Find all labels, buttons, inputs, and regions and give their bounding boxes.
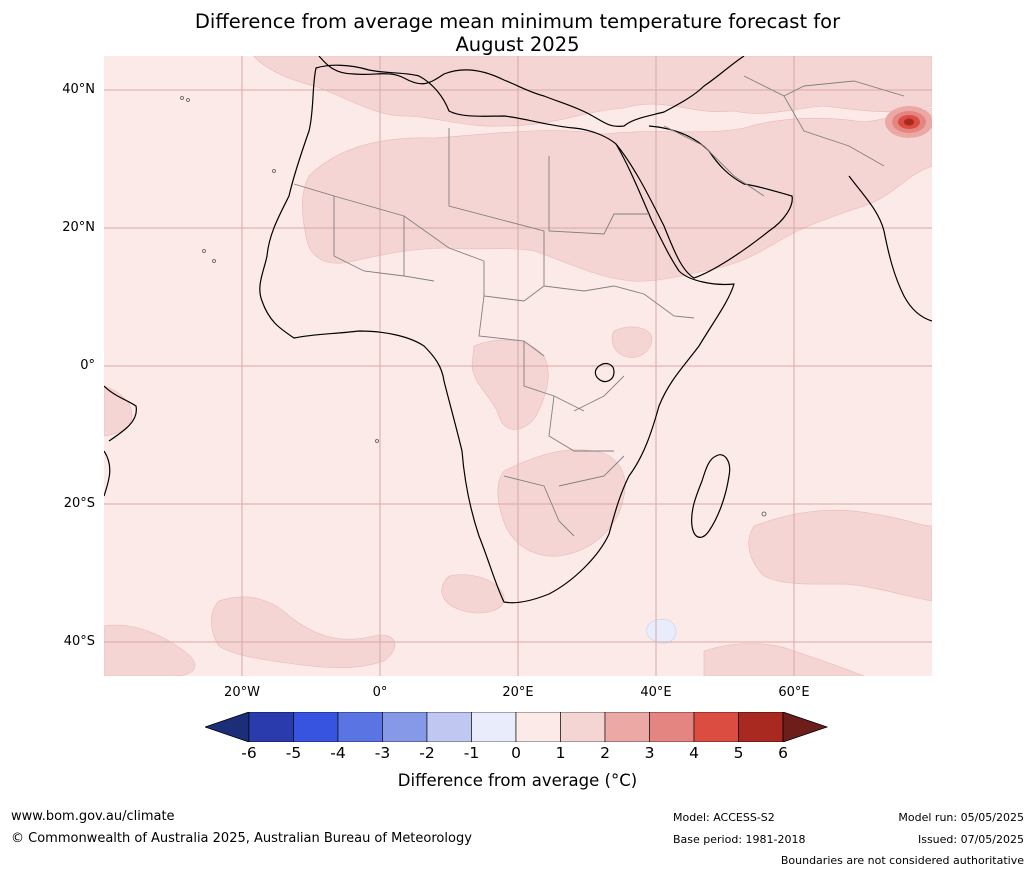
colorbar-tick-label: -1 [463,744,480,762]
southwest-atlantic-anomaly [104,624,196,676]
colorbar-tick-label: 4 [689,744,699,762]
colorbar-segment [248,711,294,743]
atlantic-small-anomaly [441,574,505,614]
colorbar-segment [693,711,739,743]
lat-label-40n: 40°N [62,82,95,97]
colorbar [203,711,830,743]
footer-base-period: Base period: 1981-2018 [673,833,806,846]
colorbar-segment [382,711,428,743]
footer-website: www.bom.gov.au/climate [11,809,175,824]
lon-label-60e: 60°E [778,685,810,700]
map-title-line1: Difference from average mean minimum tem… [194,10,841,33]
islands [180,96,767,517]
colorbar-tick-label: -5 [285,744,302,762]
colorbar-svg [203,711,829,743]
europe-coastline [318,56,745,127]
colorbar-left-arrow [203,711,250,743]
lake-victoria [594,362,615,383]
colorbar-right-arrow [782,711,829,743]
footer-model: Model: ACCESS-S2 [673,811,775,824]
south-america-lower [104,450,111,497]
colorbar-tick-label: 1 [555,744,566,762]
lon-label-20w: 20°W [224,685,260,700]
colorbar-tick-label: -2 [419,744,435,762]
south-indian-ocean-anomaly [748,509,932,602]
colorbar-tick-label: -6 [241,744,257,762]
colorbar-segment [337,711,383,743]
india-coastline [848,175,932,322]
map-title-line2: August 2025 [455,33,580,56]
anomaly-shading [104,56,932,676]
africa-coastline [259,64,735,604]
footer-disclaimer: Boundaries are not considered authoritat… [780,854,1024,867]
lat-label-20n: 20°N [62,220,95,235]
coastlines [104,56,932,604]
lon-label-20e: 20°E [502,685,534,700]
colorbar-segment [515,711,561,743]
colorbar-tick-label: 5 [733,744,744,762]
colorbar-segment [560,711,606,743]
colorbar-tick-label: 2 [600,744,610,762]
colorbar-segment [471,711,517,743]
west-atlantic-anomaly [104,385,133,437]
central-africa-anomaly [471,339,549,430]
himalaya-warm-anomaly [885,106,932,138]
lat-label-0: 0° [80,358,95,373]
colorbar-segment [604,711,650,743]
country-borders [293,75,905,537]
colorbar-tick-label: 6 [778,744,788,762]
madagascar [691,454,731,538]
south-atlantic-anomaly [211,596,396,669]
sahara-anomaly-region [301,107,932,282]
southern-africa-anomaly [497,449,626,557]
colorbar-segment [738,711,784,743]
colorbar-segment [649,711,695,743]
lat-label-20s: 20°S [63,496,95,511]
footer-issued: Issued: 07/05/2025 [917,833,1024,846]
colorbar-tick-label: -3 [374,744,391,762]
colorbar-tick-label: -4 [330,744,346,762]
colorbar-segment [293,711,339,743]
lon-label-0: 0° [372,685,388,700]
colorbar-tick-label: 3 [644,744,655,762]
forecast-map [104,56,932,676]
lat-label-40s: 40°S [63,634,95,649]
map-title: Difference from average mean minimum tem… [0,10,1035,56]
footer-copyright: © Commonwealth of Australia 2025, Austra… [11,831,472,846]
north-med-anomaly [253,56,932,127]
lon-label-40e: 40°E [640,685,672,700]
graticule [104,56,932,676]
colorbar-segment [426,711,472,743]
east-africa-anomaly [611,326,653,358]
colorbar-tick-label: 0 [511,744,521,762]
south-america-tip [104,385,137,442]
map-svg [104,56,932,676]
colorbar-label: Difference from average (°C) [397,771,638,790]
footer-model-run: Model run: 05/05/2025 [898,811,1024,824]
arabia-coastline [615,125,793,279]
